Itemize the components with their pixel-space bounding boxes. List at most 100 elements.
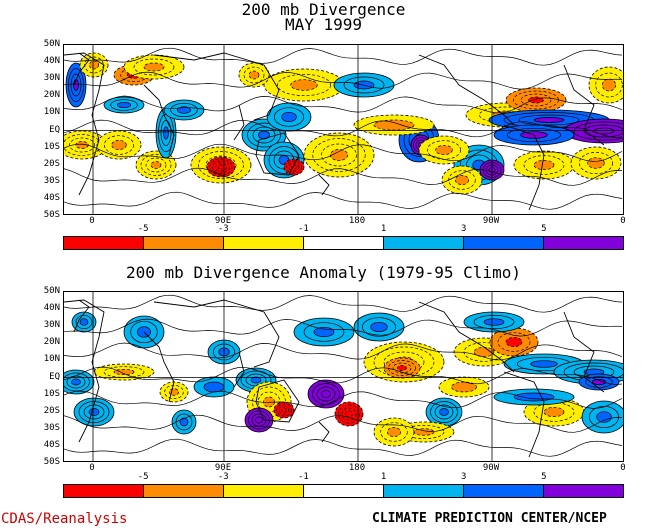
coastline [563,311,605,393]
field-feature [493,388,575,406]
lat-tick-label: 50S [43,210,60,220]
lat-tick-label: 50N [43,39,60,49]
bottom-colorbar [63,484,624,498]
field-feature [283,158,305,176]
colorbar-segment [223,237,303,249]
colorbar-segment [383,237,463,249]
colorbar-tick-label: -1 [298,224,309,234]
field-feature [570,146,622,180]
top-colorbar [63,236,624,250]
lon-tick-label: 0 [89,216,95,226]
coastline [418,54,515,126]
colorbar-segment [303,237,383,249]
lon-tick-label: 90E [214,463,232,473]
lat-tick-label: EQ [49,124,60,135]
lat-tick-label: 20S [43,158,60,169]
zero-contour [64,294,623,313]
field-feature [159,381,189,403]
field-feature [383,357,421,379]
lat-tick-label: 10N [43,107,60,118]
lon-tick-label: 0 [89,463,95,473]
field-feature [581,400,623,434]
colorbar-segment [463,237,543,249]
coastline [255,379,300,423]
colorbar-tick-label: 5 [541,472,547,482]
coastline [64,52,105,196]
field-feature [513,150,575,180]
field-feature [438,376,490,398]
lat-tick-label: 40N [43,56,60,67]
zero-contour [64,390,623,409]
lat-tick-label: 40S [43,439,60,450]
coastline [153,52,280,121]
lat-tick-label: 30N [43,73,60,84]
divergence-anomaly-map [63,291,624,462]
coastline [563,64,605,146]
lon-tick-label: 90W [482,463,500,473]
lat-tick-label: 40N [43,303,60,314]
field-feature [418,135,470,165]
field-feature [563,118,623,144]
field-feature [96,130,142,160]
zero-contour [64,414,623,433]
field-feature [578,373,620,391]
colorbar-tick-label: -5 [137,224,149,234]
colorbar-tick-label: 3 [460,472,467,482]
field-feature [303,132,375,178]
lat-tick-label: 30S [43,175,60,186]
zero-contour [64,191,623,210]
field-feature [334,401,364,427]
field-feature [71,311,97,333]
field-feature [441,165,483,195]
field-feature [103,96,145,114]
colorbar-tick-label: -3 [217,224,229,234]
zero-contour [64,119,623,138]
lat-tick-label: 20S [43,405,60,416]
colorbar-tick-label: 1 [380,224,387,234]
field-feature [266,102,312,132]
bottom-title: 200 mb Divergence Anomaly (1979-95 Climo… [126,263,521,282]
colorbar-segment [64,237,143,249]
coastline [143,84,175,156]
field-feature [373,417,415,447]
lon-tick-label: 0 [620,463,626,473]
field-feature [425,397,463,427]
colorbar-tick-label: 5 [541,224,547,234]
footer-credit: CLIMATE PREDICTION CENTER/NCEP [372,511,607,526]
lat-tick-label: 50N [43,286,60,296]
coastline [73,52,90,86]
lat-tick-label: EQ [49,371,60,382]
colorbar-tick-label: -1 [298,472,309,482]
coastline [503,371,545,458]
lat-tick-label: 40S [43,192,60,203]
field-feature [463,311,525,333]
zero-contour [64,366,623,385]
lon-tick-label: 180 [348,216,366,226]
coastline [318,174,330,196]
lat-tick-label: 20N [43,337,60,348]
zero-contour [64,71,623,90]
field-feature [206,156,236,178]
coastline [143,331,175,403]
lat-tick-label: 50S [43,457,60,467]
lon-tick-label: 90W [482,216,500,226]
zero-contour [64,167,623,186]
lon-tick-label: 90E [214,216,232,226]
colorbar-segment [383,485,463,497]
field-feature [163,99,205,121]
lat-tick-label: 20N [43,90,60,101]
coastline [318,421,330,443]
colorbar-segment [223,485,303,497]
zero-contour [64,438,623,457]
lon-tick-label: 180 [348,463,366,473]
field-feature [293,317,355,347]
field-feature [489,327,539,357]
colorbar-tick-label: -5 [137,472,149,482]
coastline [64,299,105,443]
coastline [503,124,545,211]
field-feature [193,376,235,398]
top-title: 200 mb Divergence [241,0,406,19]
field-feature [273,401,295,419]
field-feature [307,379,345,409]
field-feature [64,369,95,395]
